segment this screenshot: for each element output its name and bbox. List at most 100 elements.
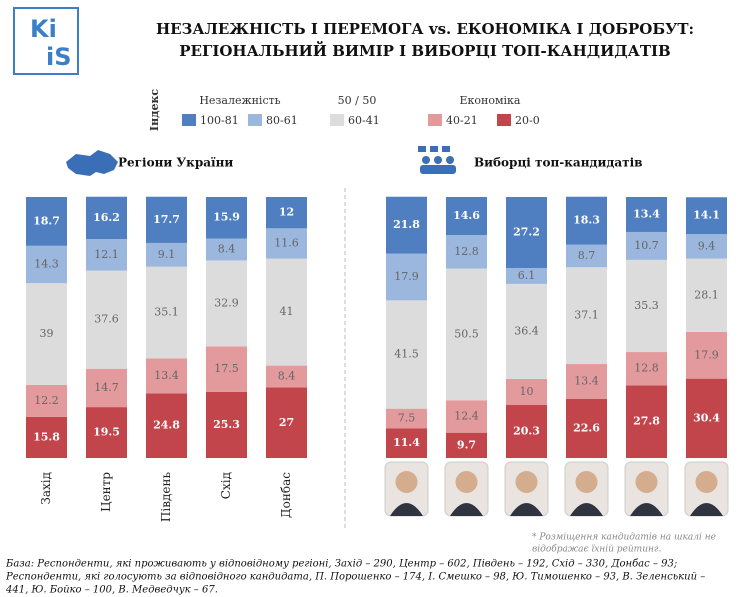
value-label: 12: [279, 206, 294, 219]
bar-segment: [86, 368, 127, 408]
legend-swatch: [497, 114, 511, 126]
base-text: Респонденти, які голосують за відповідно…: [5, 572, 705, 583]
base-text: База: Респонденти, які проживають у відп…: [5, 559, 677, 570]
category-label: Схід: [219, 472, 233, 499]
bar-segment: [206, 197, 247, 239]
bar-segment: [26, 384, 67, 417]
value-label: 37.1: [574, 309, 599, 322]
value-label: 41: [280, 305, 294, 318]
value-label: 35.3: [634, 299, 659, 312]
value-label: 14.6: [453, 209, 480, 222]
candidate-body: [450, 503, 483, 516]
legend-group: Незалежність: [199, 94, 280, 107]
value-label: 41.5: [394, 348, 419, 361]
footnote: відображає їхній рейтинг.: [532, 544, 661, 555]
legend-group: Економіка: [460, 94, 521, 107]
value-label: 37.6: [94, 313, 119, 326]
section-title: Регіони України: [118, 156, 233, 170]
bar-segment: [26, 283, 67, 385]
legend-label: 20-0: [515, 114, 540, 127]
logo-text: iS: [46, 43, 72, 71]
bar-segment: [206, 238, 247, 261]
value-label: 18.7: [33, 214, 60, 227]
footnote: * Розміщення кандидатів на шкалі не: [532, 533, 716, 543]
value-label: 32.9: [214, 296, 239, 309]
value-label: 11.4: [393, 436, 420, 449]
value-label: 13.4: [633, 207, 660, 220]
candidate-body: [630, 503, 663, 516]
legend-index: Індекс: [148, 89, 161, 131]
value-label: 16.2: [93, 211, 120, 224]
people-icon: [418, 146, 456, 174]
candidate-face: [575, 471, 598, 493]
category-label: Захід: [39, 472, 53, 505]
legend-group: 50 / 50: [338, 94, 377, 107]
section-title: Виборці топ-кандидатів: [474, 156, 642, 170]
value-label: 14.3: [34, 257, 59, 270]
value-label: 9.1: [158, 248, 176, 261]
bar-segment: [686, 258, 727, 332]
value-label: 27.8: [633, 415, 660, 428]
map-icon: [66, 150, 118, 176]
bar-segment: [506, 283, 547, 379]
bar-segment: [386, 428, 427, 458]
bar-segment: [26, 245, 67, 284]
value-label: 6.1: [518, 269, 536, 282]
legend-label: 60-41: [348, 114, 380, 127]
bar-segment: [626, 385, 667, 458]
category-label: Донбас: [279, 472, 293, 518]
bar-segment: [206, 260, 247, 347]
bar-segment: [266, 228, 307, 259]
candidate-body: [570, 503, 603, 516]
bar-segment: [626, 231, 667, 260]
bar-segment: [386, 196, 427, 254]
bar-segment: [566, 399, 607, 458]
value-label: 27.2: [513, 225, 540, 238]
bar-segment: [146, 358, 187, 394]
candidate-face: [695, 471, 718, 493]
bar-segment: [446, 268, 487, 401]
bar-segment: [146, 393, 187, 458]
bar-segment: [146, 242, 187, 267]
value-label: 14.1: [693, 209, 720, 222]
value-label: 27: [279, 416, 294, 429]
bar-segment: [566, 196, 607, 245]
bar-segment: [266, 197, 307, 229]
candidate-face: [455, 471, 478, 493]
bar-segment: [386, 253, 427, 301]
value-label: 13.4: [154, 369, 179, 382]
bar-segment: [626, 197, 667, 232]
bar-segment: [386, 408, 427, 429]
legend-swatch: [330, 114, 344, 126]
value-label: 12.2: [34, 394, 59, 407]
candidate-body: [690, 503, 723, 516]
bar-segment: [506, 378, 547, 406]
base-text: 441, Ю. Бойко – 100, В. Медведчук – 67.: [5, 585, 218, 596]
logo-text: Ki: [30, 15, 57, 43]
value-label: 12.1: [94, 248, 119, 261]
value-label: 39: [40, 327, 54, 340]
value-label: 12.8: [634, 362, 659, 375]
candidate-face: [635, 471, 658, 493]
value-label: 15.8: [33, 430, 60, 443]
candidate-body: [510, 503, 543, 516]
value-label: 7.5: [398, 411, 416, 424]
bar-segment: [446, 432, 487, 458]
bar-segment: [206, 346, 247, 392]
bar-segment: [446, 235, 487, 269]
legend-label: 100-81: [200, 114, 239, 127]
value-label: 28.1: [694, 288, 719, 301]
value-label: 8.4: [278, 370, 296, 383]
value-label: 21.8: [393, 218, 420, 231]
value-label: 35.1: [154, 305, 179, 318]
bar-segment: [86, 196, 127, 240]
value-label: 50.5: [454, 327, 479, 340]
value-label: 10: [520, 385, 534, 398]
candidate-body: [390, 503, 423, 516]
value-label: 9.7: [457, 438, 476, 451]
bar-segment: [266, 258, 307, 366]
bar-segment: [446, 400, 487, 433]
bar-segment: [86, 239, 127, 271]
value-label: 20.3: [513, 425, 540, 438]
